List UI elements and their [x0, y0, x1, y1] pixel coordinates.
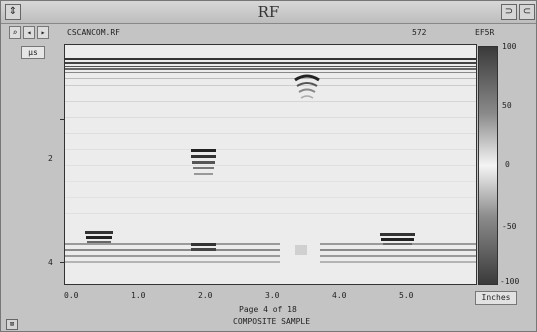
b-scan-image[interactable]: [64, 44, 477, 285]
colorbar-tick-label: 50: [502, 101, 512, 110]
deep-indications: [85, 231, 415, 251]
x-tick-label: 1.0: [131, 291, 146, 300]
plot-caption: COMPOSITE SAMPLE: [233, 317, 311, 326]
x-tick-label: 5.0: [399, 291, 414, 300]
previous-icon[interactable]: ◂: [23, 26, 35, 39]
back-wall-echo: [65, 239, 476, 267]
toolbar: ⌕ ◂ ▸ CSCANCOM.RF 572 EF5R: [1, 25, 536, 41]
y-tick-label-2: 2: [48, 154, 53, 163]
options-button[interactable]: ⊂: [519, 4, 535, 20]
page-indicator: Page 4 of 18: [239, 305, 297, 314]
next-icon[interactable]: ▸: [37, 26, 49, 39]
file-name: CSCANCOM.RF: [67, 28, 120, 37]
near-surface-indication: [294, 74, 320, 99]
front-surface-bands: [65, 58, 476, 214]
mode-label: EF5R: [475, 28, 495, 37]
y-tick-mark: [60, 119, 64, 120]
window-title: RF: [257, 3, 280, 21]
colorbar-tick-label: 100: [502, 42, 517, 51]
units-button[interactable]: Inches: [475, 291, 517, 305]
y-unit-label: µs: [21, 46, 45, 59]
status-value: 572: [412, 28, 427, 37]
x-tick-label: 0.0: [64, 291, 79, 300]
zoom-icon[interactable]: ⌕: [9, 26, 21, 39]
colorbar-tick-label: 0: [505, 160, 510, 169]
title-bar: ⇕ RF ⊃ ⊂: [1, 1, 536, 24]
window-menu-button[interactable]: ⇕: [5, 4, 21, 20]
color-scale-bar: [478, 46, 498, 285]
colorbar-tick-label: -100: [500, 277, 520, 286]
mid-depth-indication: [191, 149, 216, 175]
colorbar-tick-label: -50: [502, 222, 517, 231]
x-tick-label: 3.0: [265, 291, 280, 300]
x-tick-label: 4.0: [332, 291, 347, 300]
resize-icon[interactable]: ⊠: [6, 319, 18, 330]
restore-button[interactable]: ⊃: [501, 4, 517, 20]
x-tick-label: 2.0: [198, 291, 213, 300]
y-tick-mark: [60, 262, 64, 263]
y-tick-label-4: 4: [48, 258, 53, 267]
